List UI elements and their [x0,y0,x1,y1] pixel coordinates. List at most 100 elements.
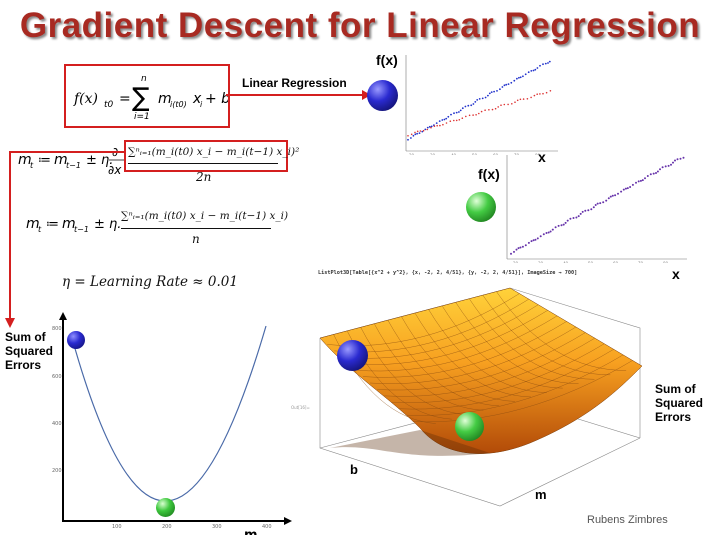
prediction-point [480,110,483,113]
gradient-fraction-bar [128,163,278,164]
fitted-point [572,217,575,219]
svg-text:t: t [38,225,42,234]
fitted-point [617,192,619,195]
learning-rate: η = Learning Rate ≈ 0.01 [62,274,238,290]
target-point [507,83,510,85]
blue-ball-3d [337,340,368,371]
fitted-point [649,173,652,176]
target-point [547,62,549,64]
svg-text:f(x): f(x) [73,91,98,107]
fitted-point [551,228,554,231]
target-point [505,83,508,86]
prediction-point [475,114,477,116]
prediction-point [522,98,525,100]
target-point [464,105,467,108]
prediction-point [507,103,509,106]
fitted-point [641,179,644,182]
sse-label-right: Sum of Squared Errors [655,382,704,424]
prediction-point [514,101,516,103]
parabola-plot: 800 600 400 200 100 200 300 400 m [52,312,292,535]
prediction-point [430,126,432,129]
prediction-point [407,135,409,137]
prediction-point [539,93,541,95]
fitted-point [659,168,661,171]
target-point [476,99,479,101]
error-curve [71,325,267,502]
fitted-point [510,252,512,255]
prediction-point [439,124,441,127]
svg-text:+ b: + b [205,91,228,107]
target-point [536,67,539,69]
fitted-point [599,202,602,205]
prediction-point [461,117,464,119]
prediction-point [426,128,429,131]
gradient-term-box [124,140,288,172]
update2-fraction-bar [121,228,271,229]
fitted-point [590,208,593,211]
regression-plot-mid: 20 30 40 50 60 70 80 [506,155,687,263]
prediction-point [545,91,548,94]
fitted-point [562,223,565,226]
target-point [516,77,518,80]
target-point [518,76,520,79]
svg-text:∑: ∑ [132,83,150,113]
fitted-point [620,190,623,193]
fitted-point [557,224,560,227]
target-point [461,107,464,110]
fitted-point [554,226,557,229]
svg-text:t: t [30,161,34,170]
target-point [527,71,530,74]
green-ball-3d [455,412,484,441]
target-point [426,126,429,129]
fitted-point [517,247,520,250]
fitted-point [676,158,679,161]
fitted-point [527,241,530,244]
target-point [447,115,450,118]
prediction-point [453,119,455,122]
target-point [407,138,409,141]
target-point [414,133,417,136]
surface-3d-plot: Out[16]= [291,287,643,507]
svg-text:=: = [119,91,131,107]
svg-text:t−1: t−1 [74,225,89,234]
prediction-point [416,130,419,133]
svg-text:200: 200 [162,524,172,530]
svg-text:400: 400 [52,421,62,427]
target-point [445,117,448,120]
prediction-point [519,98,522,101]
prediction-point [484,109,486,111]
target-point [438,120,441,122]
target-point [503,84,506,87]
target-point [510,81,513,84]
target-point [416,132,418,135]
prediction-point [410,133,413,136]
fitted-point [626,187,629,190]
target-point [513,79,516,82]
fitted-point [521,245,524,248]
target-point [467,104,470,107]
prediction-point [465,115,467,118]
svg-text:20: 20 [513,261,519,263]
fitted-points [510,156,685,255]
target-point [488,92,491,95]
target-point [524,73,527,76]
target-point [544,62,547,65]
target-point [484,96,487,99]
fitted-point [609,195,612,198]
target-point [478,98,481,100]
svg-text:80: 80 [663,261,669,263]
fitted-point [611,194,614,197]
svg-text:30: 30 [430,153,436,155]
svg-text:i(t0): i(t0) [170,100,187,109]
svg-text:t0: t0 [104,100,114,110]
surface-axis-m: m [535,487,547,502]
arrow-to-regression [226,90,371,100]
svg-text:Out[16]=: Out[16]= [291,405,310,410]
svg-text:≔: ≔ [46,217,59,232]
fitted-point [656,170,659,173]
svg-text:40: 40 [563,261,569,263]
fitted-point [519,246,522,249]
green-ball-2d [156,498,175,517]
prediction-point [436,124,438,127]
prediction-point [472,114,474,116]
